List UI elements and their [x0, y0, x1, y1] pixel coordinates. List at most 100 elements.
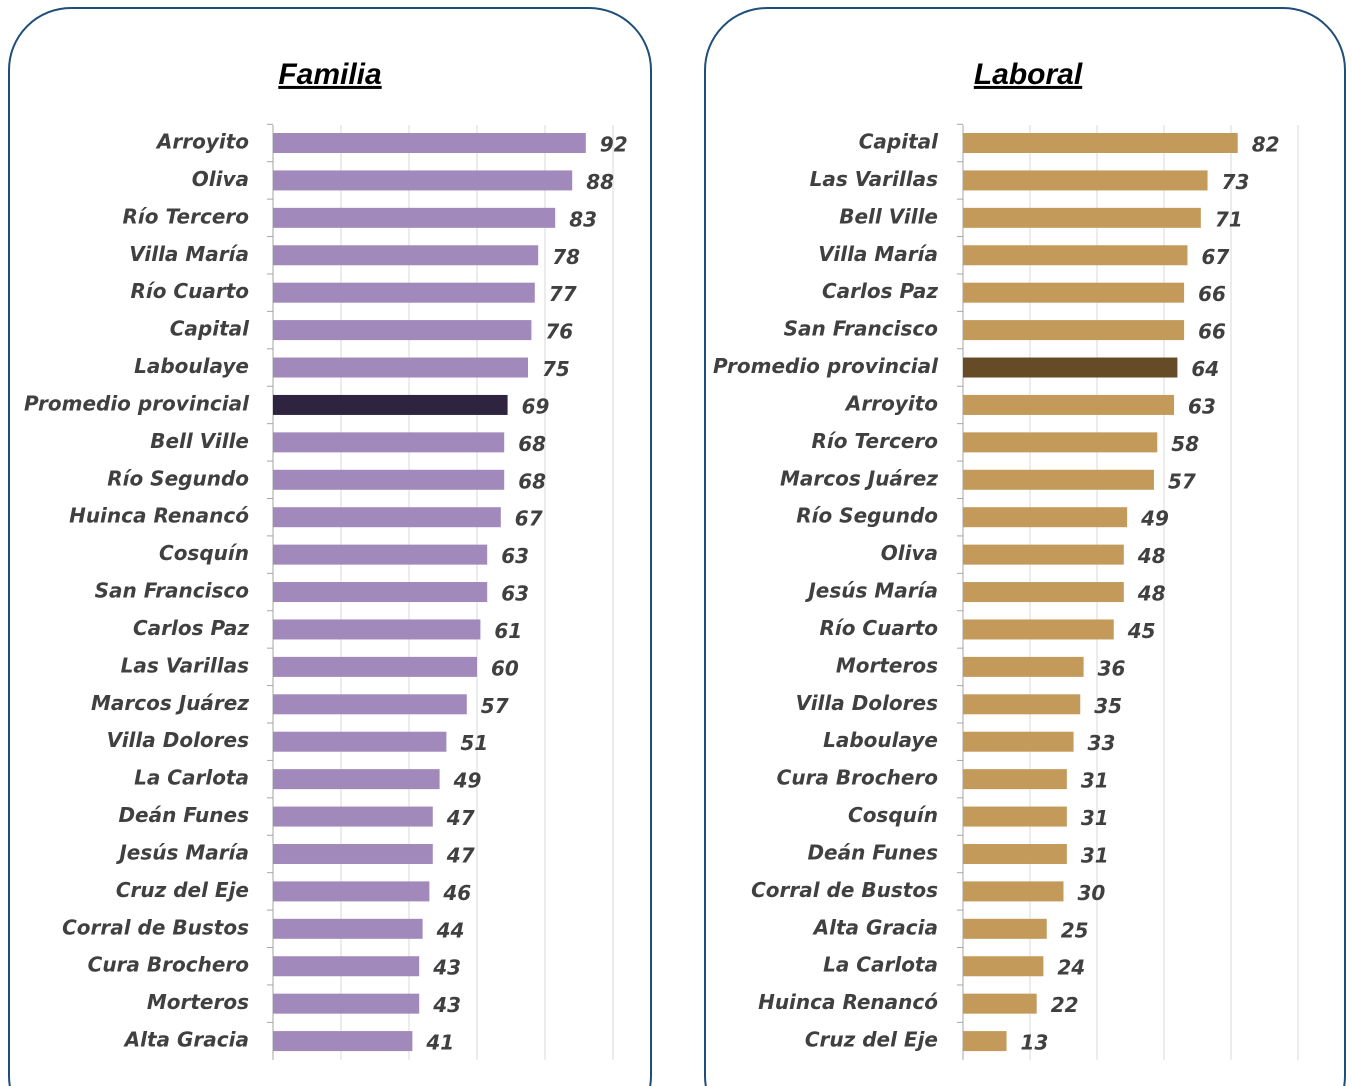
category-label: Cruz del Eje — [116, 878, 249, 902]
category-label: Cura Brochero — [777, 766, 939, 790]
category-label: Río Cuarto — [130, 279, 249, 303]
category-label: Morteros — [836, 653, 938, 677]
category-label: Capital — [859, 130, 939, 154]
value-label: 83 — [569, 207, 597, 231]
category-label: Villa Dolores — [796, 691, 939, 715]
value-label: 46 — [442, 881, 471, 905]
bar — [963, 320, 1185, 341]
category-label: Corral de Bustos — [751, 878, 938, 902]
category-label: Río Cuarto — [819, 616, 938, 640]
bar — [273, 731, 447, 752]
category-label: Villa María — [818, 242, 938, 266]
bar — [963, 1031, 1007, 1052]
bar — [273, 357, 528, 378]
value-label: 68 — [518, 469, 546, 493]
bar — [273, 582, 488, 603]
bar — [963, 507, 1128, 528]
category-label: Cruz del Eje — [805, 1028, 938, 1052]
bar — [273, 394, 508, 415]
value-label: 36 — [1098, 656, 1126, 680]
category-label: Huinca Renancó — [69, 504, 249, 528]
category-label: Las Varillas — [121, 653, 249, 677]
category-label: Deán Funes — [118, 803, 249, 827]
value-label: 44 — [436, 918, 465, 942]
value-label: 47 — [446, 806, 475, 830]
value-label: 77 — [549, 282, 577, 306]
category-label: Carlos Paz — [822, 279, 938, 303]
category-label: Arroyito — [844, 391, 938, 415]
value-label: 25 — [1061, 918, 1089, 942]
value-label: 35 — [1094, 694, 1122, 718]
bar — [273, 993, 420, 1014]
value-label: 48 — [1137, 544, 1166, 568]
bar — [273, 881, 430, 902]
category-label: Cura Brochero — [88, 953, 250, 977]
bar — [963, 731, 1074, 752]
value-label: 78 — [552, 245, 580, 269]
value-label: 66 — [1198, 320, 1226, 344]
category-label: Villa María — [129, 242, 249, 266]
value-label: 58 — [1171, 432, 1199, 456]
category-label: Bell Ville — [150, 429, 249, 453]
bar — [963, 769, 1067, 790]
value-label: 67 — [1201, 245, 1229, 269]
bar — [963, 282, 1185, 303]
chart-title: Familia — [278, 58, 381, 91]
category-label: Huinca Renancó — [758, 990, 938, 1014]
value-label: 49 — [453, 769, 482, 793]
bar — [273, 207, 556, 228]
category-label: Jesús María — [804, 579, 938, 603]
bar — [273, 469, 505, 490]
value-label: 31 — [1081, 806, 1109, 830]
bar — [963, 956, 1044, 977]
value-label: 43 — [432, 956, 461, 980]
panel — [704, 7, 1346, 1086]
value-label: 33 — [1088, 731, 1116, 755]
bar — [963, 582, 1124, 603]
bar — [963, 394, 1175, 415]
value-label: 88 — [586, 170, 614, 194]
category-label: La Carlota — [134, 766, 249, 790]
bar — [963, 432, 1158, 453]
bar — [963, 245, 1188, 266]
category-label: Cosquín — [848, 803, 938, 827]
bar — [963, 843, 1067, 864]
value-label: 51 — [460, 731, 488, 755]
bar — [963, 993, 1037, 1014]
bar — [963, 619, 1114, 640]
value-label: 82 — [1252, 133, 1280, 157]
bar — [273, 282, 535, 303]
category-label: Laboulaye — [823, 728, 938, 752]
bar — [273, 806, 433, 827]
value-label: 67 — [515, 507, 543, 531]
bar — [273, 133, 586, 153]
value-label: 71 — [1215, 207, 1243, 231]
bar — [963, 656, 1084, 677]
value-label: 66 — [1198, 282, 1226, 306]
value-label: 61 — [494, 619, 522, 643]
category-label: Marcos Juárez — [780, 466, 938, 490]
value-label: 60 — [491, 656, 519, 680]
category-label: Río Segundo — [796, 504, 938, 528]
category-label: Río Tercero — [812, 429, 939, 453]
category-label: Las Varillas — [810, 167, 938, 191]
category-label: Alta Gracia — [123, 1028, 249, 1052]
bar — [963, 694, 1081, 715]
value-label: 31 — [1081, 843, 1109, 867]
category-label: Alta Gracia — [812, 915, 938, 939]
category-label: Oliva — [192, 167, 249, 191]
category-label: Carlos Paz — [133, 616, 249, 640]
category-label: Oliva — [881, 541, 938, 565]
category-label: Marcos Juárez — [91, 691, 249, 715]
value-label: 45 — [1127, 619, 1156, 643]
bar — [273, 656, 477, 677]
value-label: 63 — [501, 544, 529, 568]
category-label: Río Segundo — [107, 466, 249, 490]
category-label: Capital — [170, 317, 250, 341]
chart-title: Laboral — [974, 58, 1083, 91]
value-label: 73 — [1222, 170, 1250, 194]
value-label: 68 — [518, 432, 546, 456]
value-label: 41 — [425, 1031, 454, 1055]
category-label: Promedio provincial — [713, 354, 939, 378]
